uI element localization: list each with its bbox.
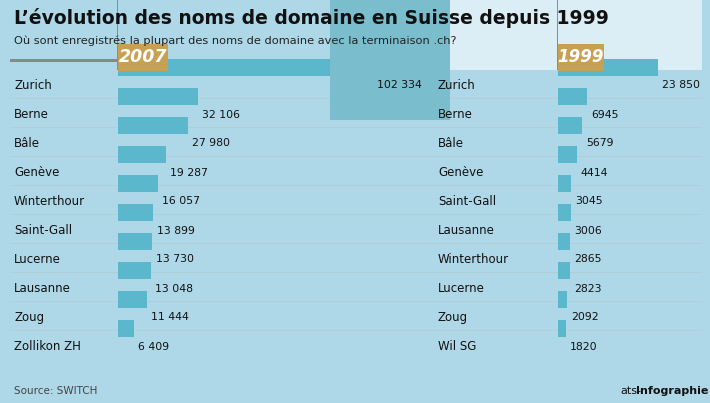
Text: Lausanne: Lausanne [438, 224, 495, 237]
Text: 6 409: 6 409 [138, 341, 169, 351]
Text: Winterthour: Winterthour [438, 253, 509, 266]
Text: 27 980: 27 980 [192, 139, 230, 148]
Text: 19 287: 19 287 [170, 168, 208, 177]
Text: 1999: 1999 [558, 48, 604, 66]
Text: 1820: 1820 [569, 341, 597, 351]
Text: 13 730: 13 730 [156, 255, 195, 264]
Text: Lausanne: Lausanne [14, 282, 71, 295]
Text: 102 334: 102 334 [377, 81, 422, 91]
Text: 2092: 2092 [571, 312, 599, 322]
Text: Zoug: Zoug [14, 311, 44, 324]
Text: 3045: 3045 [575, 197, 602, 206]
Text: Lucerne: Lucerne [14, 253, 61, 266]
Text: Zurich: Zurich [14, 79, 52, 92]
Text: Genève: Genève [14, 166, 60, 179]
Text: Genève: Genève [438, 166, 484, 179]
Text: Berne: Berne [438, 108, 473, 121]
Text: Bâle: Bâle [14, 137, 40, 150]
Text: 2007: 2007 [119, 48, 168, 66]
Text: 32 106: 32 106 [202, 110, 240, 120]
Text: 6945: 6945 [591, 110, 618, 120]
Text: Zoug: Zoug [438, 311, 468, 324]
Text: 3006: 3006 [574, 226, 602, 235]
Text: Zurich: Zurich [438, 79, 476, 92]
Text: Bâle: Bâle [438, 137, 464, 150]
Text: Winterthour: Winterthour [14, 195, 85, 208]
Text: 5679: 5679 [586, 139, 613, 148]
Text: 13 048: 13 048 [155, 283, 192, 293]
Text: Saint-Gall: Saint-Gall [14, 224, 72, 237]
Text: Lucerne: Lucerne [438, 282, 485, 295]
Text: 13 899: 13 899 [157, 226, 195, 235]
Text: 11 444: 11 444 [151, 312, 188, 322]
Text: Infographie: Infographie [636, 386, 709, 396]
Text: ats-: ats- [620, 386, 641, 396]
Text: 16 057: 16 057 [162, 197, 200, 206]
Text: 4414: 4414 [581, 168, 608, 177]
Text: Saint-Gall: Saint-Gall [438, 195, 496, 208]
Text: Berne: Berne [14, 108, 49, 121]
Text: 23 850: 23 850 [662, 81, 700, 91]
Text: Source: SWITCH: Source: SWITCH [14, 386, 97, 396]
Text: Où sont enregistrés la plupart des noms de domaine avec la terminaison .ch?: Où sont enregistrés la plupart des noms … [14, 36, 457, 46]
Text: Wil SG: Wil SG [438, 340, 476, 353]
Text: Zollikon ZH: Zollikon ZH [14, 340, 81, 353]
Text: 2823: 2823 [574, 283, 601, 293]
Text: L’évolution des noms de domaine en Suisse depuis 1999: L’évolution des noms de domaine en Suiss… [14, 8, 609, 28]
Text: 2865: 2865 [574, 255, 601, 264]
